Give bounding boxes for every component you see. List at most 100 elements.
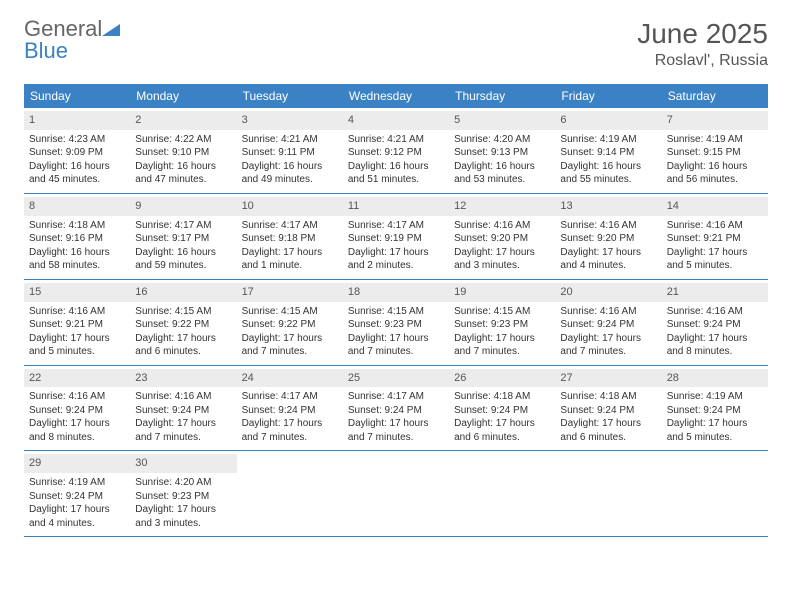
day-cell [555, 451, 661, 536]
day-cell: 19Sunrise: 4:15 AMSunset: 9:23 PMDayligh… [449, 280, 555, 365]
day-db: and 5 minutes. [667, 259, 763, 273]
day-da: Daylight: 17 hours [135, 332, 231, 346]
day-cell: 8Sunrise: 4:18 AMSunset: 9:16 PMDaylight… [24, 194, 130, 279]
day-number: 19 [449, 283, 555, 302]
day-sunset: Sunset: 9:11 PM [242, 146, 338, 160]
logo-word-2: Blue [24, 38, 68, 63]
day-number: 10 [237, 197, 343, 216]
day-sunset: Sunset: 9:24 PM [29, 490, 125, 504]
day-db: and 7 minutes. [242, 431, 338, 445]
day-sunrise: Sunrise: 4:16 AM [454, 219, 550, 233]
day-sunrise: Sunrise: 4:19 AM [560, 133, 656, 147]
day-sunrise: Sunrise: 4:17 AM [135, 219, 231, 233]
day-db: and 56 minutes. [667, 173, 763, 187]
day-da: Daylight: 17 hours [454, 417, 550, 431]
day-number: 14 [662, 197, 768, 216]
day-number: 3 [237, 111, 343, 130]
weeks-container: 1Sunrise: 4:23 AMSunset: 9:09 PMDaylight… [24, 108, 768, 537]
day-number: 2 [130, 111, 236, 130]
day-cell: 5Sunrise: 4:20 AMSunset: 9:13 PMDaylight… [449, 108, 555, 193]
day-da: Daylight: 16 hours [29, 160, 125, 174]
day-da: Daylight: 16 hours [135, 160, 231, 174]
day-da: Daylight: 16 hours [29, 246, 125, 260]
day-sunset: Sunset: 9:21 PM [667, 232, 763, 246]
day-sunset: Sunset: 9:24 PM [560, 404, 656, 418]
day-sunset: Sunset: 9:13 PM [454, 146, 550, 160]
day-sunset: Sunset: 9:21 PM [29, 318, 125, 332]
day-sunset: Sunset: 9:15 PM [667, 146, 763, 160]
day-cell: 13Sunrise: 4:16 AMSunset: 9:20 PMDayligh… [555, 194, 661, 279]
day-da: Daylight: 17 hours [242, 246, 338, 260]
day-sunrise: Sunrise: 4:18 AM [29, 219, 125, 233]
day-db: and 7 minutes. [348, 431, 444, 445]
weekday-header: Tuesday [237, 84, 343, 108]
day-da: Daylight: 16 hours [135, 246, 231, 260]
day-da: Daylight: 17 hours [29, 503, 125, 517]
day-number: 11 [343, 197, 449, 216]
day-number: 18 [343, 283, 449, 302]
day-cell: 27Sunrise: 4:18 AMSunset: 9:24 PMDayligh… [555, 366, 661, 451]
day-cell: 10Sunrise: 4:17 AMSunset: 9:18 PMDayligh… [237, 194, 343, 279]
day-cell [237, 451, 343, 536]
day-db: and 6 minutes. [454, 431, 550, 445]
day-number: 16 [130, 283, 236, 302]
calendar: Sunday Monday Tuesday Wednesday Thursday… [24, 84, 768, 537]
weekday-header: Monday [130, 84, 236, 108]
day-number: 1 [24, 111, 130, 130]
weekday-header: Thursday [449, 84, 555, 108]
day-sunset: Sunset: 9:24 PM [667, 404, 763, 418]
weekday-header: Saturday [662, 84, 768, 108]
day-sunrise: Sunrise: 4:20 AM [135, 476, 231, 490]
day-db: and 5 minutes. [29, 345, 125, 359]
day-da: Daylight: 17 hours [348, 332, 444, 346]
day-db: and 51 minutes. [348, 173, 444, 187]
day-da: Daylight: 17 hours [454, 246, 550, 260]
day-db: and 58 minutes. [29, 259, 125, 273]
day-number: 29 [24, 454, 130, 473]
day-db: and 47 minutes. [135, 173, 231, 187]
day-cell: 14Sunrise: 4:16 AMSunset: 9:21 PMDayligh… [662, 194, 768, 279]
day-da: Daylight: 17 hours [560, 417, 656, 431]
day-sunrise: Sunrise: 4:16 AM [29, 305, 125, 319]
day-sunrise: Sunrise: 4:22 AM [135, 133, 231, 147]
week-row: 29 Sunrise: 4:19 AMSunset: 9:24 PMDayligh… [24, 451, 768, 537]
day-sunrise: Sunrise: 4:15 AM [348, 305, 444, 319]
week-row: 8Sunrise: 4:18 AMSunset: 9:16 PMDaylight… [24, 194, 768, 280]
day-sunrise: Sunrise: 4:19 AM [29, 476, 125, 490]
day-db: and 59 minutes. [135, 259, 231, 273]
day-number: 30 [130, 454, 236, 473]
day-cell: 29 Sunrise: 4:19 AMSunset: 9:24 PMDayligh… [24, 451, 130, 536]
day-cell: 4Sunrise: 4:21 AMSunset: 9:12 PMDaylight… [343, 108, 449, 193]
day-number: 8 [24, 197, 130, 216]
day-number: 20 [555, 283, 661, 302]
day-cell: 7Sunrise: 4:19 AMSunset: 9:15 PMDaylight… [662, 108, 768, 193]
day-db: and 7 minutes. [454, 345, 550, 359]
day-db: and 8 minutes. [29, 431, 125, 445]
day-db: and 1 minute. [242, 259, 338, 273]
day-cell: 9Sunrise: 4:17 AMSunset: 9:17 PMDaylight… [130, 194, 236, 279]
day-da: Daylight: 17 hours [667, 246, 763, 260]
day-sunset: Sunset: 9:24 PM [667, 318, 763, 332]
day-sunset: Sunset: 9:17 PM [135, 232, 231, 246]
weekday-header: Sunday [24, 84, 130, 108]
day-cell: 6Sunrise: 4:19 AMSunset: 9:14 PMDaylight… [555, 108, 661, 193]
day-db: and 7 minutes. [242, 345, 338, 359]
logo: General Blue [24, 18, 120, 62]
day-sunset: Sunset: 9:18 PM [242, 232, 338, 246]
day-number: 23 [130, 369, 236, 388]
day-number: 28 [662, 369, 768, 388]
day-da: Daylight: 17 hours [135, 417, 231, 431]
day-number: 6 [555, 111, 661, 130]
day-cell: 26Sunrise: 4:18 AMSunset: 9:24 PMDayligh… [449, 366, 555, 451]
day-da: Daylight: 16 hours [667, 160, 763, 174]
day-number: 24 [237, 369, 343, 388]
day-db: and 2 minutes. [348, 259, 444, 273]
day-cell: 2Sunrise: 4:22 AMSunset: 9:10 PMDaylight… [130, 108, 236, 193]
day-db: and 6 minutes. [560, 431, 656, 445]
page-title: June 2025 [637, 18, 768, 50]
day-sunset: Sunset: 9:12 PM [348, 146, 444, 160]
day-cell: 12Sunrise: 4:16 AMSunset: 9:20 PMDayligh… [449, 194, 555, 279]
day-cell: 16Sunrise: 4:15 AMSunset: 9:22 PMDayligh… [130, 280, 236, 365]
day-sunset: Sunset: 9:24 PM [135, 404, 231, 418]
day-sunrise: Sunrise: 4:15 AM [454, 305, 550, 319]
